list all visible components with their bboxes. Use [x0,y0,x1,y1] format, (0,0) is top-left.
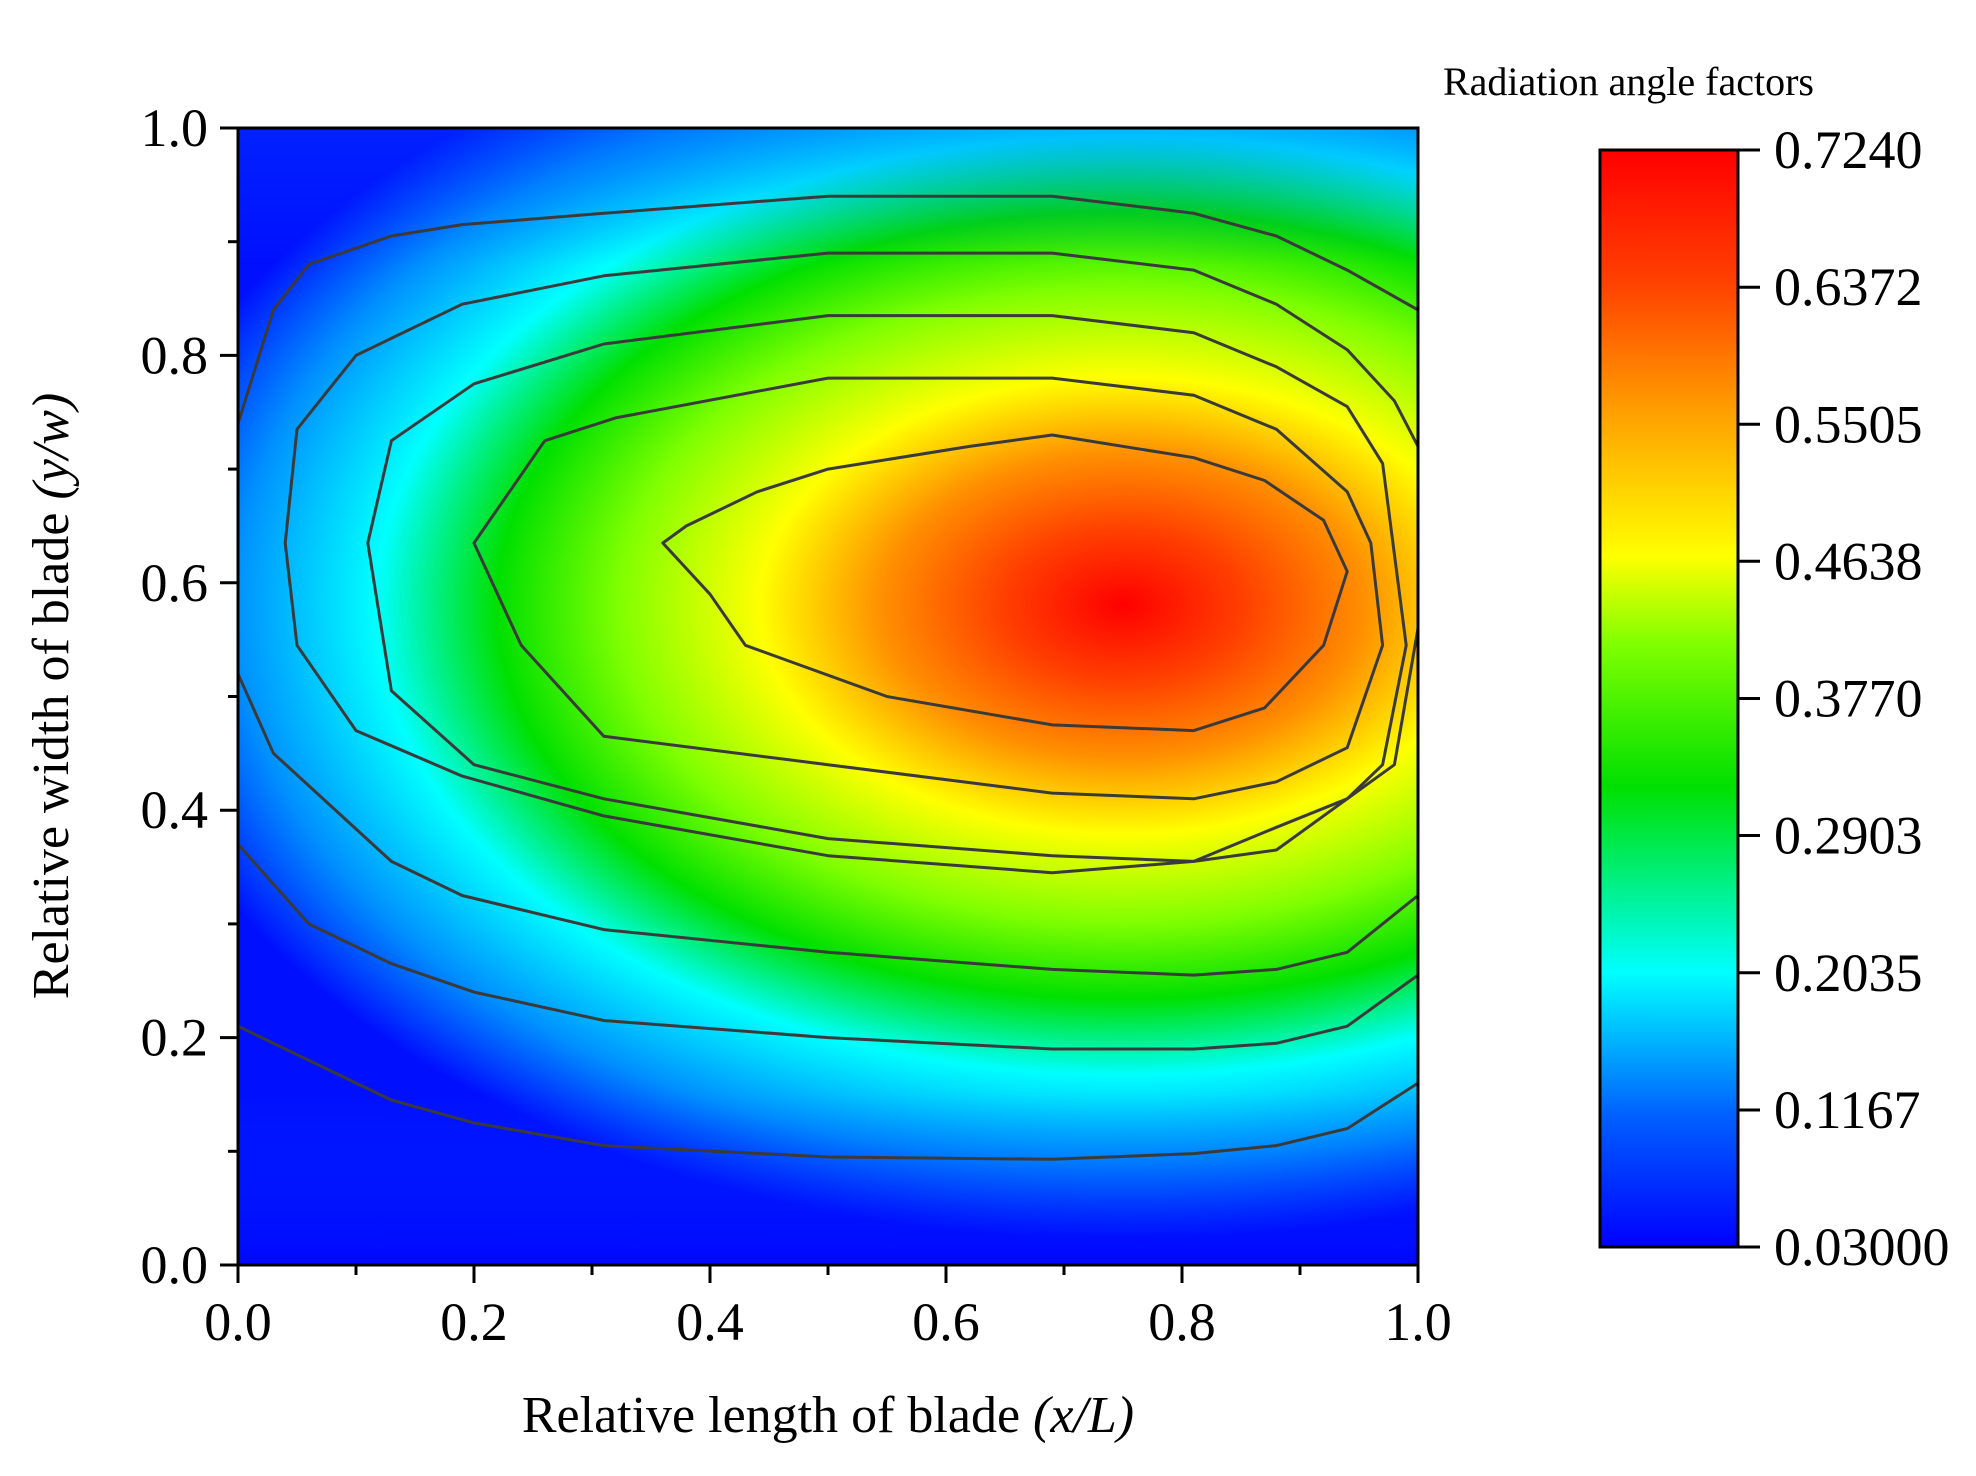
colorbar-title: Radiation angle factors [1443,59,1814,104]
colorbar-tick-label: 0.5505 [1774,394,1923,454]
x-tick-label: 1.0 [1384,1292,1452,1352]
y-axis-title: Relative width of blade (y/w) [23,393,80,999]
x-axis-title: Relative length of blade (x/L) [522,1387,1134,1444]
y-tick-label: 1.0 [141,98,209,158]
contour-lines [238,194,1418,1161]
colorbar-tick-label: 0.2903 [1774,806,1923,866]
colorbar-tick-label: 0.6372 [1774,257,1923,317]
colorbar-tick-label: 0.1167 [1774,1080,1921,1140]
y-tick-label: 0.0 [141,1235,209,1295]
colorbar-tick-label: 0.4638 [1774,531,1923,591]
x-tick-label: 0.4 [676,1292,744,1352]
contour-line-4 [238,194,1418,425]
x-tick-label: 0.2 [440,1292,508,1352]
x-tick-label: 0.8 [1148,1292,1216,1352]
contour-line-6 [366,314,1408,863]
y-tick-label: 0.6 [141,553,209,613]
x-tick-label: 0.6 [912,1292,980,1352]
colorbar-tick-label: 0.7240 [1774,120,1923,180]
edge-shading [238,128,1418,1265]
contour-line-5 [283,251,1418,875]
x-tick-label: 0.0 [204,1292,272,1352]
colorbar-tick-label: 0.2035 [1774,943,1923,1003]
colorbar-tick-label: 0.3770 [1774,669,1923,729]
contour-line-7 [472,376,1385,801]
y-tick-label: 0.4 [141,780,209,840]
colorbar [1598,148,1740,1249]
x-axis: 0.0 0.2 0.4 0.6 0.8 1.0 [204,1263,1452,1352]
colorbar-tick-label: 0.03000 [1774,1217,1950,1277]
colorbar-ticks: 0.03000 0.1167 0.2035 0.2903 0.3770 0.4638 0.5… [1738,120,1950,1277]
contour-line-2 [238,843,1418,1051]
y-tick-label: 0.2 [141,1008,209,1068]
contour-line-8 [661,433,1349,733]
y-axis: 0.0 0.2 0.4 0.6 0.8 1.0 [141,98,240,1295]
contour-line-1 [238,1024,1418,1161]
contour-line-3 [238,673,1418,977]
y-tick-label: 0.8 [141,325,209,385]
